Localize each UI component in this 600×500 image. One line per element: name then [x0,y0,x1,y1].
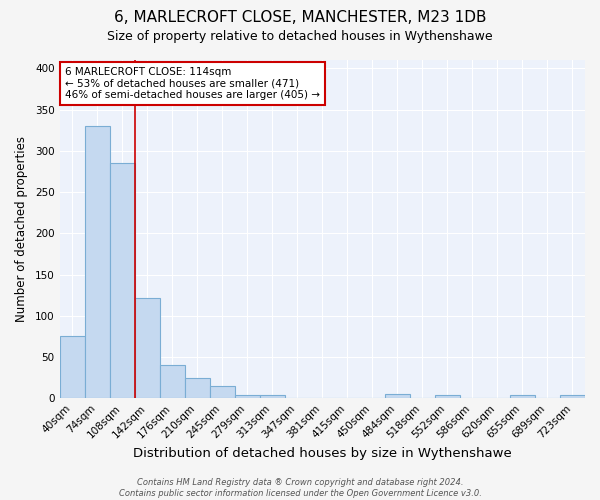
Bar [560,395,585,398]
Bar [385,394,410,398]
Text: Contains HM Land Registry data ® Crown copyright and database right 2024.
Contai: Contains HM Land Registry data ® Crown c… [119,478,481,498]
X-axis label: Distribution of detached houses by size in Wythenshawe: Distribution of detached houses by size … [133,447,512,460]
Text: 6, MARLECROFT CLOSE, MANCHESTER, M23 1DB: 6, MARLECROFT CLOSE, MANCHESTER, M23 1DB [114,10,486,25]
Bar [185,378,209,398]
Text: Size of property relative to detached houses in Wythenshawe: Size of property relative to detached ho… [107,30,493,43]
Bar [110,163,134,398]
Bar [209,386,235,398]
Bar [59,336,85,398]
Text: 6 MARLECROFT CLOSE: 114sqm
← 53% of detached houses are smaller (471)
46% of sem: 6 MARLECROFT CLOSE: 114sqm ← 53% of deta… [65,67,320,100]
Bar [160,366,185,398]
Bar [134,298,160,398]
Bar [435,395,460,398]
Bar [510,395,535,398]
Bar [260,395,285,398]
Y-axis label: Number of detached properties: Number of detached properties [15,136,28,322]
Bar [85,126,110,398]
Bar [235,395,260,398]
